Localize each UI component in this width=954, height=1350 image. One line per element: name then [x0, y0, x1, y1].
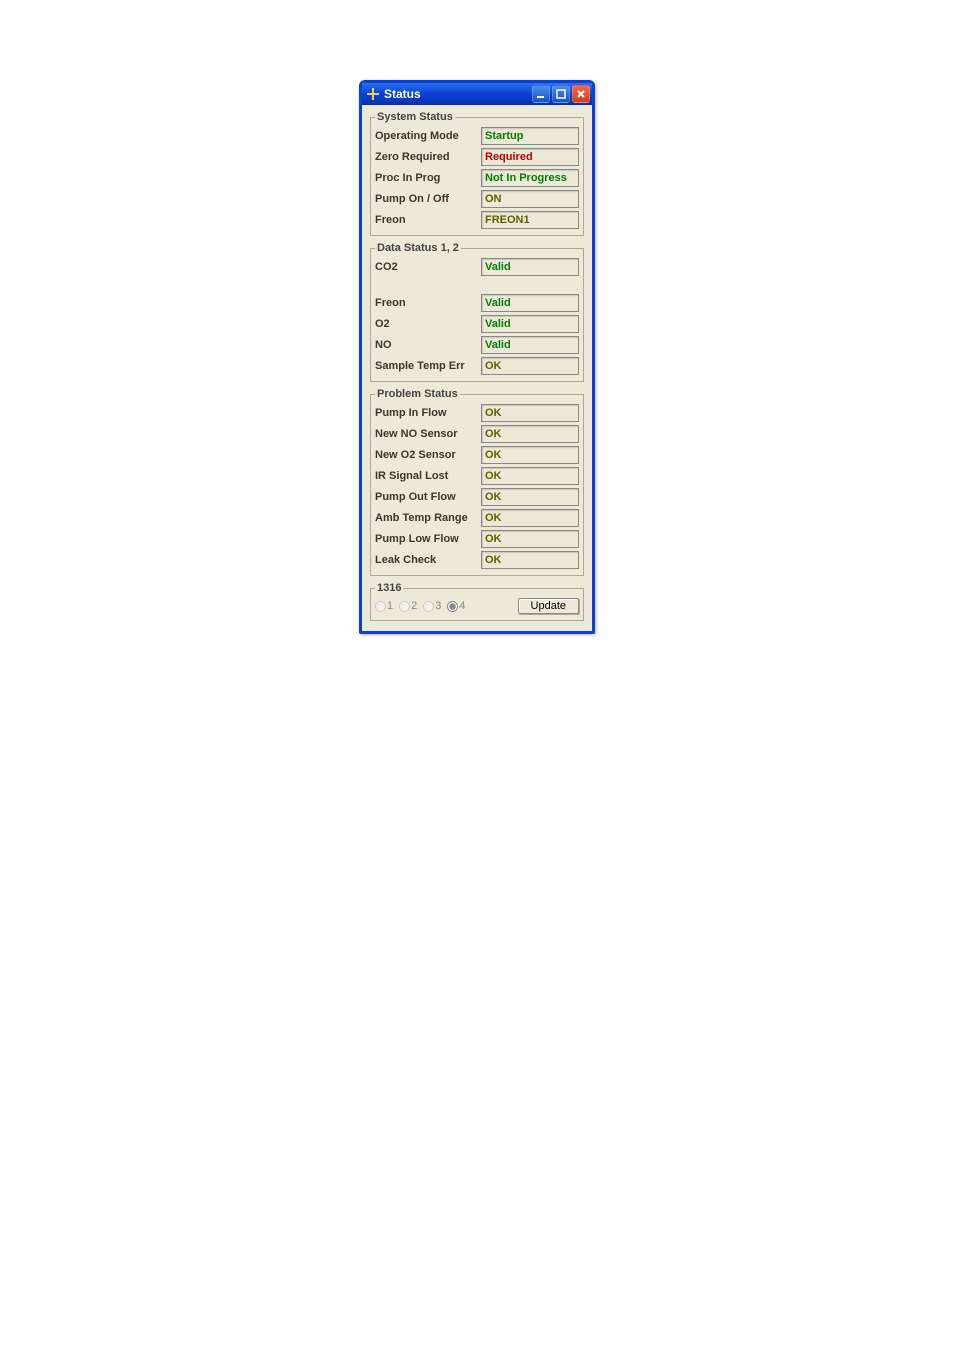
- data-row: NOValid: [375, 335, 579, 355]
- field-value: OK: [481, 509, 579, 527]
- data-row: CO2Valid: [375, 257, 579, 277]
- field-value: Valid: [481, 315, 579, 333]
- system-row: Operating ModeStartup: [375, 126, 579, 146]
- problem-row: Amb Temp RangeOK: [375, 508, 579, 528]
- field-value: OK: [481, 488, 579, 506]
- field-label: Freon: [375, 297, 481, 309]
- field-value: Valid: [481, 294, 579, 312]
- minimize-button[interactable]: [532, 85, 550, 103]
- problem-status-legend: Problem Status: [375, 388, 460, 400]
- unit-radio-3[interactable]: 3: [423, 600, 441, 612]
- field-label: New NO Sensor: [375, 428, 481, 440]
- field-label: Pump Out Flow: [375, 491, 481, 503]
- field-label: Pump Low Flow: [375, 533, 481, 545]
- field-value: OK: [481, 425, 579, 443]
- update-button[interactable]: Update: [518, 598, 579, 614]
- maximize-button[interactable]: [552, 85, 570, 103]
- field-label: NO: [375, 339, 481, 351]
- data-status-group: Data Status 1, 2 CO2ValidFreonValidO2Val…: [370, 242, 584, 382]
- problem-row: Pump Out FlowOK: [375, 487, 579, 507]
- problem-row: New NO SensorOK: [375, 424, 579, 444]
- field-value: Not In Progress: [481, 169, 579, 187]
- field-label: Leak Check: [375, 554, 481, 566]
- field-label: Zero Required: [375, 151, 481, 163]
- problem-row: Pump Low FlowOK: [375, 529, 579, 549]
- data-row: FreonValid: [375, 293, 579, 313]
- field-value: OK: [481, 551, 579, 569]
- field-value: Valid: [481, 258, 579, 276]
- field-value: Required: [481, 148, 579, 166]
- field-label: Sample Temp Err: [375, 360, 481, 372]
- field-value: Valid: [481, 336, 579, 354]
- system-row: Pump On / OffON: [375, 189, 579, 209]
- field-label: Operating Mode: [375, 130, 481, 142]
- field-label: IR Signal Lost: [375, 470, 481, 482]
- problem-row: IR Signal LostOK: [375, 466, 579, 486]
- system-status-group: System Status Operating ModeStartupZero …: [370, 111, 584, 236]
- field-label: Amb Temp Range: [375, 512, 481, 524]
- system-row: Proc In ProgNot In Progress: [375, 168, 579, 188]
- field-label: O2: [375, 318, 481, 330]
- data-status-legend: Data Status 1, 2: [375, 242, 461, 254]
- field-value: FREON1: [481, 211, 579, 229]
- field-label: Pump In Flow: [375, 407, 481, 419]
- field-value: OK: [481, 404, 579, 422]
- system-row: Zero RequiredRequired: [375, 147, 579, 167]
- field-value: OK: [481, 467, 579, 485]
- field-label: Freon: [375, 214, 481, 226]
- client-area: System Status Operating ModeStartupZero …: [362, 105, 592, 631]
- problem-status-group: Problem Status Pump In FlowOKNew NO Sens…: [370, 388, 584, 576]
- data-row: O2Valid: [375, 314, 579, 334]
- field-value: ON: [481, 190, 579, 208]
- footer-legend: 1316: [375, 582, 403, 594]
- unit-selector[interactable]: 1234: [375, 600, 466, 612]
- problem-row: Pump In FlowOK: [375, 403, 579, 423]
- field-label: Pump On / Off: [375, 193, 481, 205]
- status-window: Status System Status Operating ModeStart…: [359, 80, 595, 634]
- titlebar[interactable]: Status: [362, 83, 592, 105]
- problem-row: New O2 SensorOK: [375, 445, 579, 465]
- unit-radio-2[interactable]: 2: [399, 600, 417, 612]
- system-row: FreonFREON1: [375, 210, 579, 230]
- close-button[interactable]: [572, 85, 590, 103]
- field-label: New O2 Sensor: [375, 449, 481, 461]
- data-row: Sample Temp ErrOK: [375, 356, 579, 376]
- footer-group: 1316 1234 Update: [370, 582, 584, 621]
- app-icon: [366, 87, 380, 101]
- field-value: Startup: [481, 127, 579, 145]
- unit-radio-4[interactable]: 4: [447, 600, 465, 612]
- window-title: Status: [384, 87, 532, 101]
- system-status-legend: System Status: [375, 111, 455, 123]
- field-label: Proc In Prog: [375, 172, 481, 184]
- problem-row: Leak CheckOK: [375, 550, 579, 570]
- field-value: OK: [481, 357, 579, 375]
- unit-radio-1[interactable]: 1: [375, 600, 393, 612]
- field-label: CO2: [375, 261, 481, 273]
- field-value: OK: [481, 446, 579, 464]
- field-value: OK: [481, 530, 579, 548]
